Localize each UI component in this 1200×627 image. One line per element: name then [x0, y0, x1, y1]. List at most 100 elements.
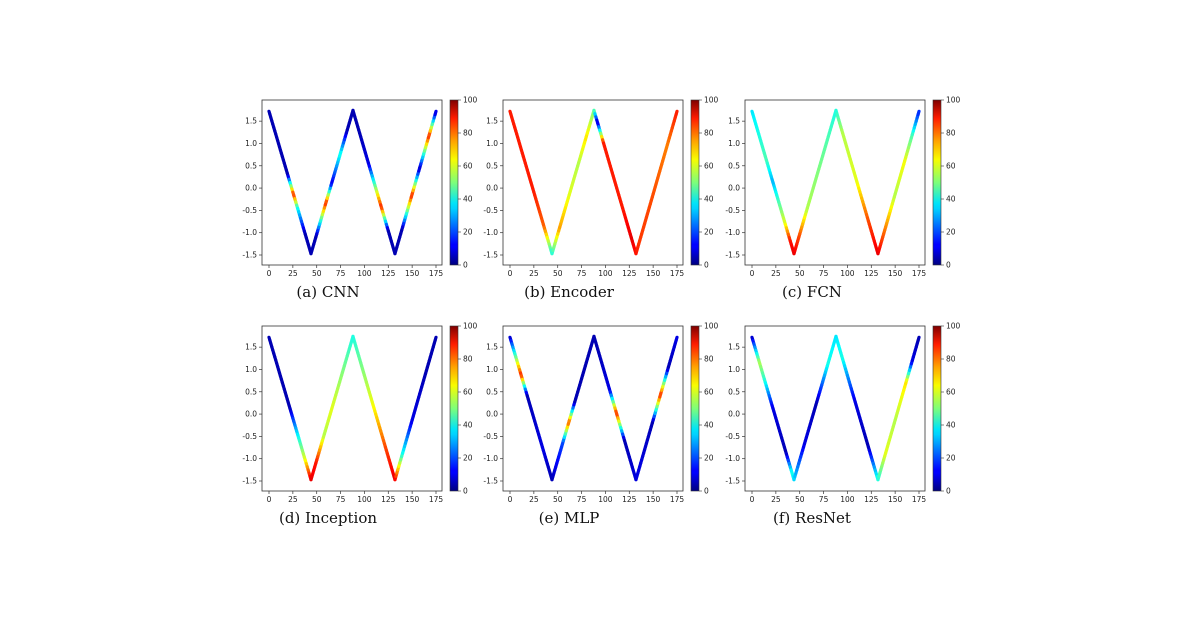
x-tick-label: 125 — [864, 269, 879, 278]
colorbar-tick-label: 100 — [463, 322, 478, 331]
x-tick-label: 75 — [819, 269, 829, 278]
colorbar-tick-label: 40 — [704, 195, 714, 204]
x-tick-label: 25 — [771, 269, 781, 278]
panel-caption: (d) Inception — [279, 509, 377, 527]
x-tick-label: 50 — [553, 495, 563, 504]
colorbar-tick-label: 80 — [463, 355, 473, 364]
x-tick-label: 100 — [840, 495, 855, 504]
series-curve — [508, 108, 679, 256]
curve-segment — [916, 109, 921, 117]
y-tick-label: -0.5 — [725, 206, 740, 215]
y-tick-label: -0.5 — [725, 432, 740, 441]
colorbar-tick-label: 60 — [704, 388, 714, 397]
x-tick-label: 150 — [888, 495, 903, 504]
y-tick-label: -1.5 — [725, 477, 740, 486]
panel-0: 0 25 50 75 100 125 150 175 1.5 1.0 0.5 0.0 -0.5 -1.0 -… — [242, 96, 477, 302]
y-tick-label: -0.5 — [242, 432, 257, 441]
panels: 0 25 50 75 100 125 150 175 1.5 1.0 0.5 0.0 -0.5 -1.0 -… — [242, 96, 960, 528]
x-tick-label: 100 — [840, 269, 855, 278]
series-curve — [750, 108, 921, 256]
axes-frame — [502, 325, 684, 492]
colorbar-tick-label: 40 — [704, 421, 714, 430]
x-tick-label: 25 — [529, 269, 539, 278]
x-tick-label: 0 — [508, 495, 513, 504]
x-tick-label: 75 — [577, 495, 587, 504]
y-tick-label: 1.0 — [245, 139, 257, 148]
y-tick-label: 1.5 — [245, 343, 257, 352]
x-tick-label: 150 — [888, 269, 903, 278]
x-tick-label: 100 — [598, 269, 613, 278]
x-tick-label: 25 — [288, 495, 298, 504]
x-tick-label: 175 — [670, 495, 685, 504]
x-tick-label: 50 — [795, 495, 805, 504]
panel-caption: (c) FCN — [782, 283, 842, 301]
x-tick-label: 75 — [336, 495, 346, 504]
axes-frame — [502, 99, 684, 266]
series-curve — [508, 334, 679, 482]
colorbar-tick-label: 20 — [463, 228, 473, 237]
x-tick-label: 50 — [553, 269, 563, 278]
y-tick-label: 0.0 — [245, 184, 257, 193]
colorbar-tick-label: 80 — [704, 129, 714, 138]
x-tick-label: 100 — [357, 269, 372, 278]
colorbar — [449, 99, 459, 266]
colorbar-tick-label: 40 — [946, 195, 956, 204]
y-tick-label: 1.0 — [728, 365, 740, 374]
y-tick-label: 1.5 — [486, 117, 498, 126]
colorbar-tick-label: 20 — [946, 454, 956, 463]
colorbar-tick-label: 20 — [463, 454, 473, 463]
axes-frame — [261, 325, 443, 492]
x-tick-label: 150 — [405, 495, 420, 504]
panel-2: 0 25 50 75 100 125 150 175 1.5 1.0 0.5 0.0 -0.5 -1.0 -… — [725, 96, 960, 302]
colorbar-tick-label: 100 — [946, 96, 961, 105]
colorbar-tick-label: 0 — [704, 487, 709, 496]
panel-4: 0 25 50 75 100 125 150 175 1.5 1.0 0.5 0.0 -0.5 -1.0 -… — [483, 322, 718, 528]
y-tick-label: 0.0 — [486, 184, 498, 193]
x-tick-label: 50 — [312, 269, 322, 278]
y-tick-label: 0.5 — [486, 387, 498, 396]
y-tick-label: 0.0 — [486, 410, 498, 419]
colorbar-tick-label: 40 — [463, 195, 473, 204]
x-tick-label: 0 — [267, 269, 272, 278]
x-tick-label: 100 — [598, 495, 613, 504]
panel-caption: (a) CNN — [296, 283, 359, 301]
colorbar-tick-label: 20 — [946, 228, 956, 237]
x-tick-label: 50 — [795, 269, 805, 278]
colorbar-tick-label: 80 — [946, 355, 956, 364]
x-tick-label: 25 — [771, 495, 781, 504]
colorbar — [690, 325, 700, 492]
colorbar-tick-label: 0 — [946, 487, 951, 496]
x-tick-label: 150 — [646, 495, 661, 504]
y-tick-label: -1.5 — [242, 477, 257, 486]
x-tick-label: 125 — [622, 269, 637, 278]
series-curve — [267, 108, 438, 256]
x-tick-label: 125 — [381, 495, 396, 504]
y-tick-label: -1.5 — [242, 251, 257, 260]
y-tick-label: 1.5 — [728, 343, 740, 352]
colorbar-tick-label: 80 — [946, 129, 956, 138]
colorbar-tick-label: 40 — [463, 421, 473, 430]
y-tick-label: -1.0 — [242, 454, 257, 463]
y-tick-label: 1.0 — [728, 139, 740, 148]
colorbar-tick-label: 0 — [704, 261, 709, 270]
colorbar-tick-label: 40 — [946, 421, 956, 430]
colorbar-tick-label: 20 — [704, 454, 714, 463]
curve-segment — [674, 109, 679, 117]
colorbar — [932, 325, 942, 492]
y-tick-label: -0.5 — [483, 206, 498, 215]
panel-3: 0 25 50 75 100 125 150 175 1.5 1.0 0.5 0.0 -0.5 -1.0 -… — [242, 322, 477, 528]
panel-caption: (b) Encoder — [524, 283, 615, 301]
series-curve — [267, 334, 438, 482]
y-tick-label: -1.0 — [725, 454, 740, 463]
x-tick-label: 100 — [357, 495, 372, 504]
curve-segment — [916, 335, 921, 343]
x-tick-label: 175 — [429, 269, 444, 278]
x-tick-label: 175 — [912, 269, 927, 278]
colorbar-tick-label: 20 — [704, 228, 714, 237]
x-tick-label: 175 — [912, 495, 927, 504]
colorbar-tick-label: 100 — [704, 322, 719, 331]
curve-segment — [674, 335, 679, 343]
panel-caption: (e) MLP — [539, 509, 600, 527]
axes-frame — [744, 99, 926, 266]
